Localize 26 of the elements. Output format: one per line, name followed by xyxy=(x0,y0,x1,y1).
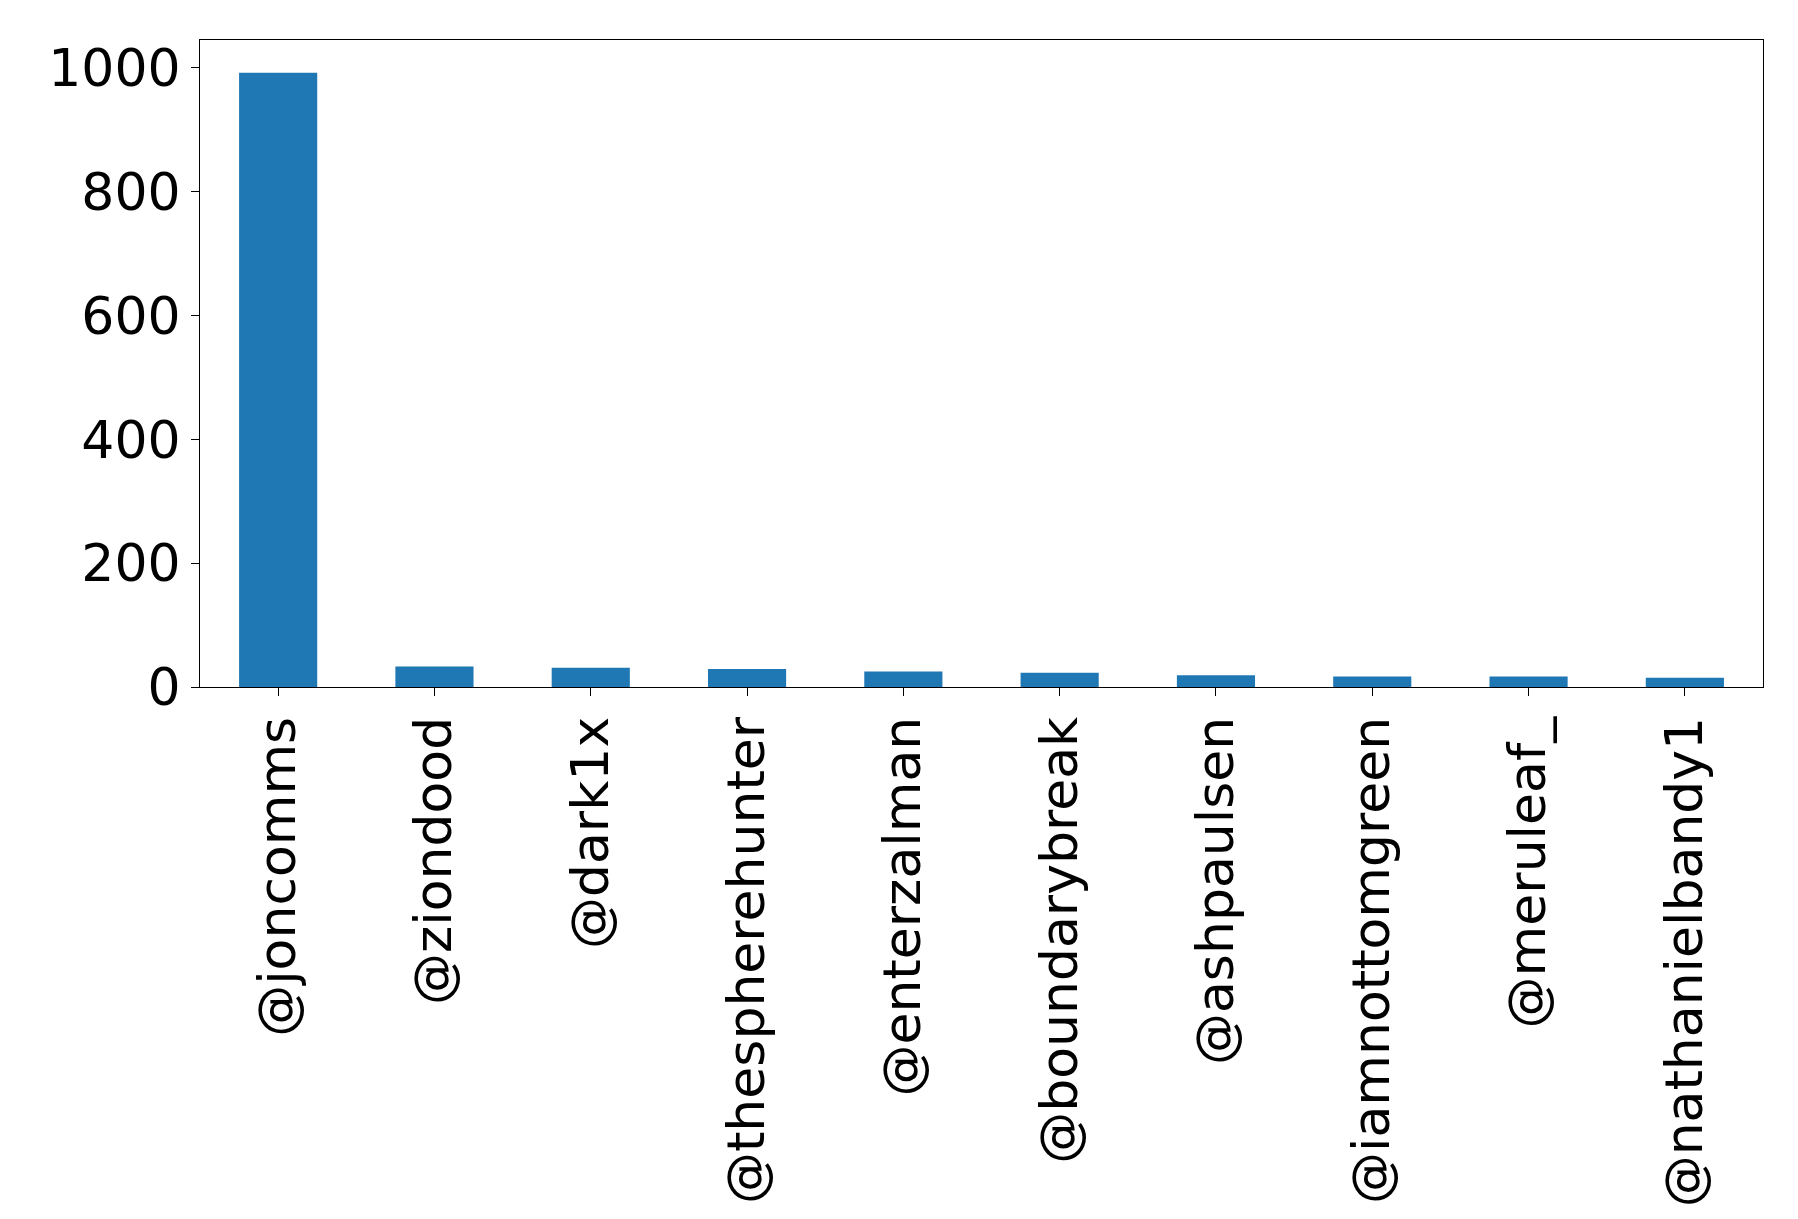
y-tick-label: 400 xyxy=(81,409,181,470)
x-tick-label: @dark1x xyxy=(559,716,620,950)
y-tick-label: 200 xyxy=(81,533,181,594)
x-tick-label: @iamnottomgreen xyxy=(1341,716,1402,1204)
y-tick-label: 800 xyxy=(81,161,181,222)
x-tick-label: @enterzalman xyxy=(872,716,933,1097)
bar xyxy=(707,669,787,687)
x-tick-label: @thespherehunter xyxy=(715,716,776,1205)
bar xyxy=(1645,677,1724,687)
y-tick-label: 600 xyxy=(81,285,181,346)
y-tick-label: 0 xyxy=(147,657,181,718)
x-tick-label: @joncomms xyxy=(247,716,308,1037)
bar xyxy=(239,72,318,687)
y-tick-label: 1000 xyxy=(48,38,181,99)
bar xyxy=(1333,676,1412,687)
bar xyxy=(1489,676,1568,687)
bar xyxy=(551,667,630,687)
x-tick-label: @nathanielbandy1 xyxy=(1653,716,1714,1208)
bar xyxy=(864,671,943,687)
x-tick-label: @ziondood xyxy=(403,716,464,1005)
bar xyxy=(1020,672,1099,687)
bar xyxy=(395,666,474,687)
x-tick-label: @boundarybreak xyxy=(1028,716,1089,1164)
x-tick-label: @meruleaf_ xyxy=(1497,715,1558,1029)
bar xyxy=(1176,675,1256,687)
x-tick-label: @ashpaulsen xyxy=(1184,716,1245,1066)
